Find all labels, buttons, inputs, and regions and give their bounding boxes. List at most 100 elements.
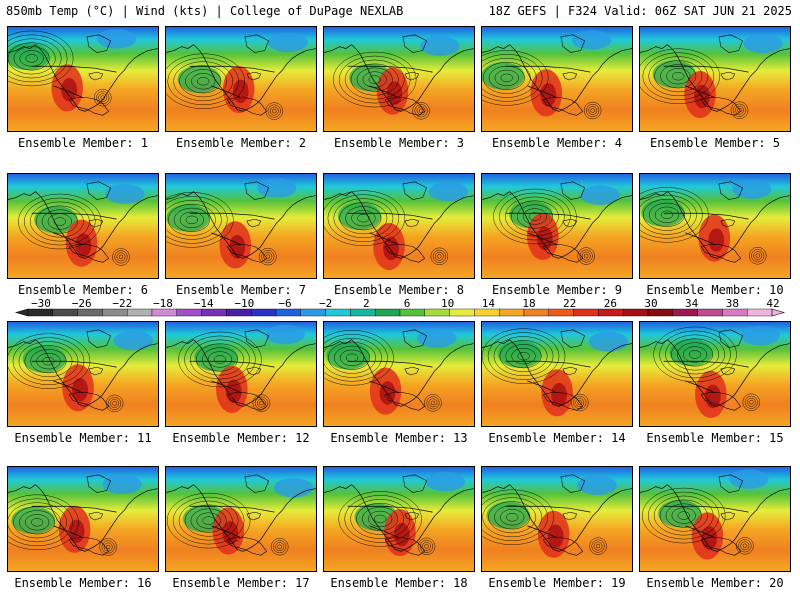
ensemble-member-label: Ensemble Member: 11: [14, 431, 152, 445]
temperature-wind-map: [8, 27, 158, 131]
ensemble-map-panel: [7, 466, 159, 572]
colorbar-tick-label: 10: [441, 297, 454, 310]
colorbar-swatch: [697, 308, 723, 317]
colorbar-swatch: [350, 308, 376, 317]
colorbar-tick-label: 38: [726, 297, 739, 310]
colorbar-swatch: [275, 308, 301, 317]
temperature-wind-map: [8, 322, 158, 426]
temperature-wind-map: [166, 467, 316, 571]
colorbar-tick-label: 14: [482, 297, 496, 310]
ensemble-map-panel: [481, 466, 633, 572]
model-run-info: 18Z GEFS | F324 Valid: 06Z SAT JUN 21 20…: [488, 4, 792, 18]
colorbar-swatch: [424, 308, 450, 317]
temperature-wind-map: [8, 467, 158, 571]
colorbar-swatch: [201, 308, 227, 317]
colorbar-swatch: [672, 308, 698, 317]
colorbar-tick-label: −14: [194, 297, 214, 310]
temperature-wind-map: [166, 322, 316, 426]
ensemble-map-panel: [323, 26, 475, 132]
colorbar-swatch: [176, 308, 202, 317]
ensemble-member-label: Ensemble Member: 20: [646, 576, 784, 590]
colorbar-swatch: [300, 308, 326, 317]
colorbar-tick-label: 22: [563, 297, 576, 310]
ensemble-map-panel: [639, 26, 791, 132]
colorbar-tick-label: 6: [404, 297, 411, 310]
temperature-wind-map: [324, 322, 474, 426]
ensemble-member-label: Ensemble Member: 2: [175, 136, 307, 150]
colorbar-tick-label: −30: [31, 297, 51, 310]
ensemble-map-panel: [639, 321, 791, 427]
temperature-wind-map: [640, 174, 790, 278]
colorbar-swatch: [126, 308, 153, 317]
ensemble-member-label: Ensemble Member: 13: [330, 431, 468, 445]
map-title: 850mb Temp (°C) | Wind (kts) | College o…: [6, 4, 404, 18]
colorbar-swatch: [102, 308, 128, 317]
temperature-wind-map: [482, 467, 632, 571]
ensemble-map-panel: [639, 466, 791, 572]
colorbar-tick-label: 30: [644, 297, 657, 310]
temperature-wind-map: [482, 27, 632, 131]
temperature-wind-map: [640, 322, 790, 426]
colorbar-swatch: [27, 308, 53, 317]
ensemble-map-panel: [165, 173, 317, 279]
ensemble-map-panel: [323, 173, 475, 279]
ensemble-member-label: Ensemble Member: 10: [646, 283, 784, 297]
temperature-wind-map: [8, 174, 158, 278]
ensemble-member-label: Ensemble Member: 16: [14, 576, 152, 590]
ensemble-map-panel: [323, 466, 475, 572]
colorbar-tick-label: 34: [685, 297, 699, 310]
ensemble-map-panel: [7, 26, 159, 132]
colorbar-swatch: [474, 308, 500, 317]
ensemble-map-panel: [165, 26, 317, 132]
colorbar-tick-label: 2: [363, 297, 370, 310]
colorbar-swatch: [548, 308, 574, 317]
temperature-wind-map: [482, 322, 632, 426]
colorbar-swatch: [325, 308, 351, 317]
colorbar-tick-label: −6: [278, 297, 291, 310]
temperature-wind-map: [166, 27, 316, 131]
ensemble-member-label: Ensemble Member: 9: [491, 283, 623, 297]
ensemble-map-panel: [165, 321, 317, 427]
temperature-colorbar: −30 −26 −22 −18 −14 −10 −6 −2 2 6 10 14 18 22 26 30 34 38…: [14, 297, 786, 317]
ensemble-member-label: Ensemble Member: 6: [17, 283, 149, 297]
colorbar-swatch: [722, 308, 748, 317]
colorbar-tick-label: −2: [319, 297, 332, 310]
colorbar-swatch: [77, 308, 103, 317]
temperature-wind-map: [482, 174, 632, 278]
colorbar-swatch: [623, 308, 649, 317]
colorbar-swatch: [747, 308, 773, 317]
temperature-wind-map: [640, 27, 790, 131]
temperature-wind-map: [324, 27, 474, 131]
ensemble-member-label: Ensemble Member: 7: [175, 283, 307, 297]
ensemble-member-label: Ensemble Member: 12: [172, 431, 310, 445]
ensemble-member-label: Ensemble Member: 14: [488, 431, 626, 445]
ensemble-member-label: Ensemble Member: 17: [172, 576, 310, 590]
colorbar-max-arrow: [771, 308, 786, 317]
colorbar-tick-label: 42: [766, 297, 779, 310]
colorbar-tick-label: 26: [604, 297, 617, 310]
colorbar-swatch: [573, 308, 599, 317]
ensemble-member-label: Ensemble Member: 15: [646, 431, 784, 445]
ensemble-map-panel: [481, 26, 633, 132]
colorbar-swatch: [647, 308, 673, 317]
colorbar-tick-label: −18: [153, 297, 173, 310]
ensemble-map-panel: [165, 466, 317, 572]
temperature-wind-map: [640, 467, 790, 571]
ensemble-member-label: Ensemble Member: 18: [330, 576, 468, 590]
temperature-wind-map: [324, 467, 474, 571]
ensemble-member-label: Ensemble Member: 8: [333, 283, 465, 297]
ensemble-map-panel: [7, 173, 159, 279]
ensemble-member-label: Ensemble Member: 19: [488, 576, 626, 590]
ensemble-map-panel: [7, 321, 159, 427]
ensemble-member-label: Ensemble Member: 4: [491, 136, 623, 150]
temperature-wind-map: [166, 174, 316, 278]
colorbar-tick-label: −26: [72, 297, 92, 310]
colorbar-tick-label: −22: [112, 297, 132, 310]
temperature-wind-map: [324, 174, 474, 278]
colorbar-swatch: [151, 308, 177, 317]
colorbar-min-arrow: [14, 308, 29, 317]
colorbar-swatch: [399, 308, 425, 317]
ensemble-map-panel: [323, 321, 475, 427]
colorbar-tick-label: 18: [522, 297, 535, 310]
ensemble-member-label: Ensemble Member: 1: [17, 136, 149, 150]
